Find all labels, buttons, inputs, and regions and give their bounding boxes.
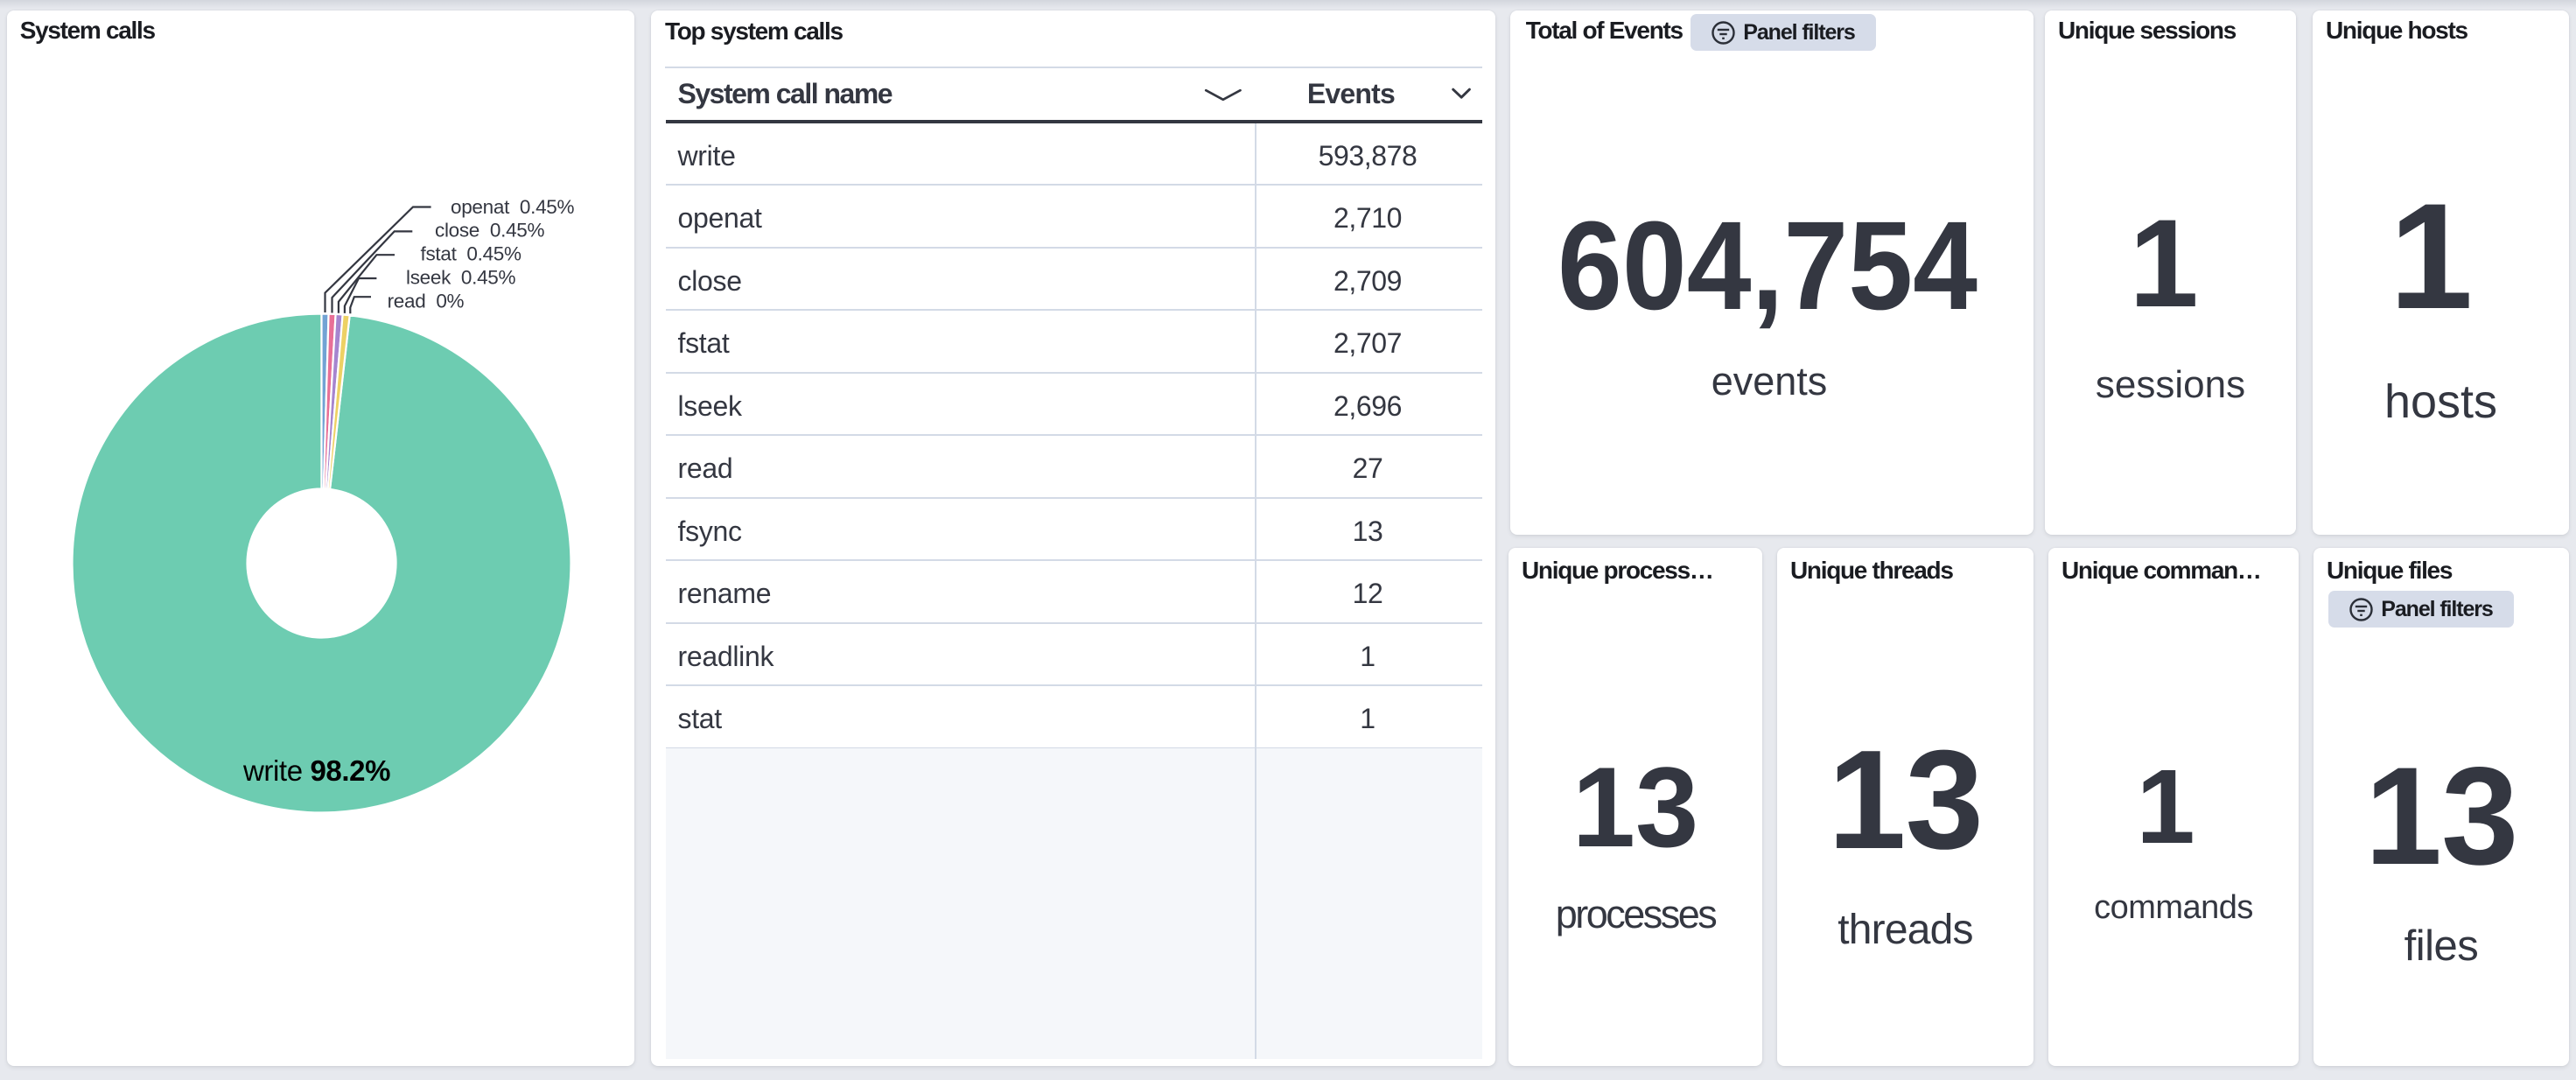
svg-text:openat 0.45%: openat 0.45% [451,196,575,218]
svg-text:fstat 0.45%: fstat 0.45% [421,243,522,265]
svg-text:write 98.2%: write 98.2% [242,754,390,787]
svg-text:lseek 0.45%: lseek 0.45% [406,266,516,288]
svg-text:read 0%: read 0% [388,290,465,312]
svg-text:close 0.45%: close 0.45% [435,220,545,242]
